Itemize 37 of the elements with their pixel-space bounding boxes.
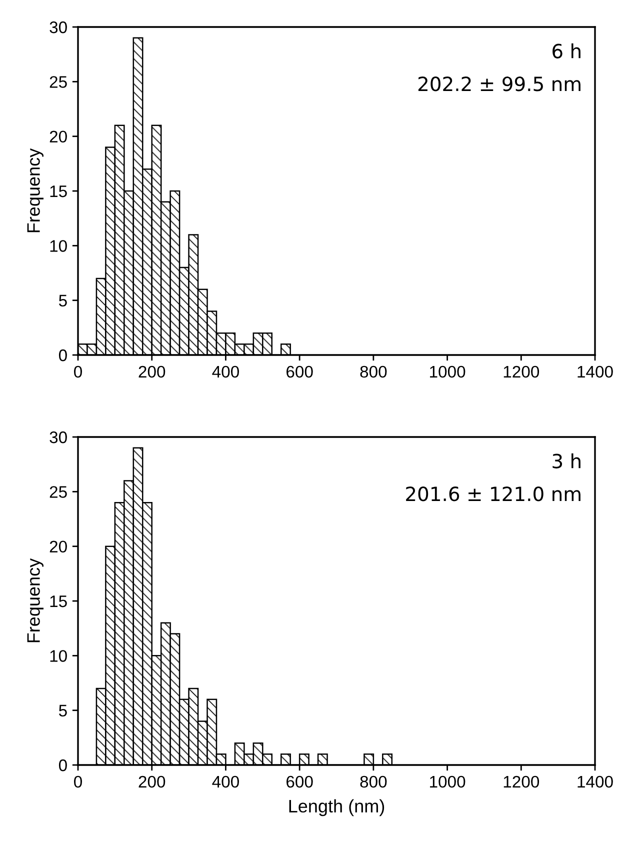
x-tick-label: 1400 [578,776,613,788]
x-tick-label: 1400 [578,366,613,378]
y-tick-label: 5 [58,294,67,307]
x-tick-label: 400 [212,776,239,788]
x-tick-label: 1000 [430,776,466,788]
x-tick-label: 400 [212,366,239,378]
annotation: 6 h [552,43,580,58]
x-axis-title: Length (nm) [289,799,384,816]
y-axis-title: Frequency [27,558,44,642]
x-tick-label: 200 [138,776,166,788]
x-tick-label: 600 [286,776,313,788]
x-tick-label: 1000 [430,366,466,378]
x-tick-label: 0 [74,776,82,788]
x-tick-label: 0 [74,366,82,378]
y-tick-label: 30 [50,431,67,444]
x-tick-label: 1200 [504,366,540,378]
annotation: 201.6 ± 121.0 nm [406,486,580,502]
annotation: 3 h [552,453,580,468]
y-tick-label: 10 [50,650,67,662]
y-tick-label: 20 [50,130,67,143]
y-tick-label: 0 [58,759,67,772]
y-tick-label: 25 [50,486,67,498]
x-tick-label: 800 [360,366,387,378]
y-tick-label: 15 [50,596,67,608]
y-tick-label: 20 [50,540,67,553]
annotation: 202.2 ± 99.5 nm [418,76,580,92]
y-tick-label: 0 [58,349,67,362]
y-tick-label: 30 [50,21,67,34]
y-tick-label: 15 [50,186,67,198]
x-tick-label: 800 [360,776,387,788]
y-tick-label: 5 [58,704,67,717]
x-tick-label: 200 [138,366,166,378]
y-tick-label: 25 [50,76,67,88]
y-axis-title: Frequency [27,148,44,232]
y-tick-label: 10 [50,240,67,252]
x-tick-label: 600 [286,366,313,378]
x-tick-label: 1200 [504,776,540,788]
